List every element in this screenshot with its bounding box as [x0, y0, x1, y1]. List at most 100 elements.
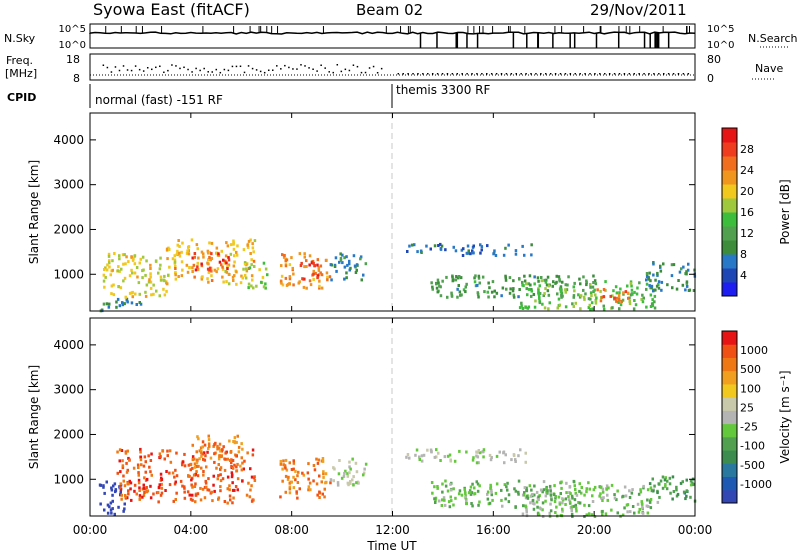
data-cell — [592, 274, 595, 278]
data-cell — [222, 280, 225, 284]
data-cell — [659, 269, 663, 273]
data-cell — [280, 264, 283, 268]
freq-point — [481, 73, 483, 75]
data-cell — [675, 287, 679, 291]
data-cell — [537, 279, 540, 283]
data-cell — [320, 480, 323, 484]
data-cell — [611, 294, 614, 298]
data-cell — [123, 484, 127, 488]
data-cell — [641, 506, 644, 509]
data-cell — [127, 489, 130, 493]
data-cell — [130, 498, 133, 502]
data-cell — [564, 305, 568, 309]
colorbar-swatch — [722, 436, 737, 451]
data-cell — [147, 280, 151, 284]
data-cell — [574, 301, 577, 305]
data-cell — [319, 271, 322, 275]
data-cell — [197, 464, 200, 468]
data-cell — [363, 467, 366, 471]
data-cell — [229, 450, 233, 453]
colorbar-tick-label: 8 — [740, 248, 747, 261]
data-cell — [195, 470, 198, 474]
data-cell — [573, 289, 576, 293]
data-cell — [228, 494, 232, 498]
data-cell — [681, 283, 685, 287]
data-cell — [115, 300, 118, 304]
data-cell — [228, 484, 231, 488]
data-cell — [546, 275, 550, 279]
data-cell — [189, 462, 193, 466]
data-cell — [186, 249, 189, 253]
data-cell — [405, 455, 408, 459]
data-cell — [306, 471, 310, 475]
data-cell — [435, 455, 438, 459]
freq-point — [549, 73, 552, 75]
data-cell — [630, 284, 633, 288]
data-cell — [285, 468, 289, 472]
data-cell — [210, 274, 213, 278]
data-cell — [127, 492, 130, 496]
data-cell — [472, 456, 475, 460]
data-cell — [613, 493, 616, 497]
data-cell — [321, 457, 325, 460]
data-cell — [144, 460, 147, 464]
data-cell — [567, 275, 570, 279]
data-cell — [548, 511, 551, 515]
data-cell — [558, 287, 562, 291]
data-cell — [315, 457, 318, 461]
data-cell — [159, 455, 162, 459]
data-cell — [635, 292, 639, 296]
data-cell — [239, 281, 243, 285]
freq-point — [167, 69, 169, 72]
data-cell — [144, 294, 148, 298]
nsky-frame — [89, 23, 696, 49]
data-cell — [570, 494, 574, 498]
data-cell — [548, 301, 551, 305]
data-cell — [650, 286, 653, 290]
data-cell — [141, 495, 144, 499]
data-cell — [204, 479, 207, 483]
data-cell — [137, 478, 141, 482]
data-cell — [247, 282, 251, 286]
data-cell — [345, 255, 348, 259]
data-cell — [175, 491, 178, 495]
data-cell — [247, 481, 250, 485]
data-cell — [443, 503, 447, 507]
data-cell — [219, 466, 223, 470]
data-cell — [236, 488, 239, 492]
data-cell — [302, 285, 306, 289]
data-cell — [231, 473, 234, 477]
data-cell — [533, 282, 536, 286]
data-cell — [479, 243, 482, 247]
data-cell — [308, 254, 312, 258]
data-cell — [199, 486, 202, 490]
data-cell — [623, 506, 626, 510]
data-cell — [316, 263, 319, 267]
data-cell — [217, 474, 220, 478]
y-tick-label: 4000 — [53, 133, 84, 147]
colorbar-tick-label: 12 — [740, 227, 754, 240]
data-cell — [653, 484, 656, 488]
freq-point — [106, 66, 109, 69]
data-cell — [450, 291, 453, 295]
data-cell — [433, 244, 437, 248]
data-cell — [191, 270, 194, 273]
data-cell — [578, 277, 581, 281]
data-cell — [343, 471, 346, 475]
freq-point — [495, 73, 498, 75]
freq-point — [203, 67, 205, 70]
data-cell — [181, 484, 184, 488]
data-cell — [128, 274, 132, 278]
freq-point — [211, 71, 214, 73]
data-cell — [177, 275, 180, 278]
data-cell — [190, 238, 194, 242]
data-cell — [431, 285, 434, 289]
data-cell — [105, 480, 108, 484]
data-cell — [108, 505, 111, 509]
data-cell — [645, 272, 649, 275]
data-cell — [341, 261, 344, 265]
colorbar-swatch — [722, 142, 737, 157]
data-cell — [588, 487, 591, 491]
